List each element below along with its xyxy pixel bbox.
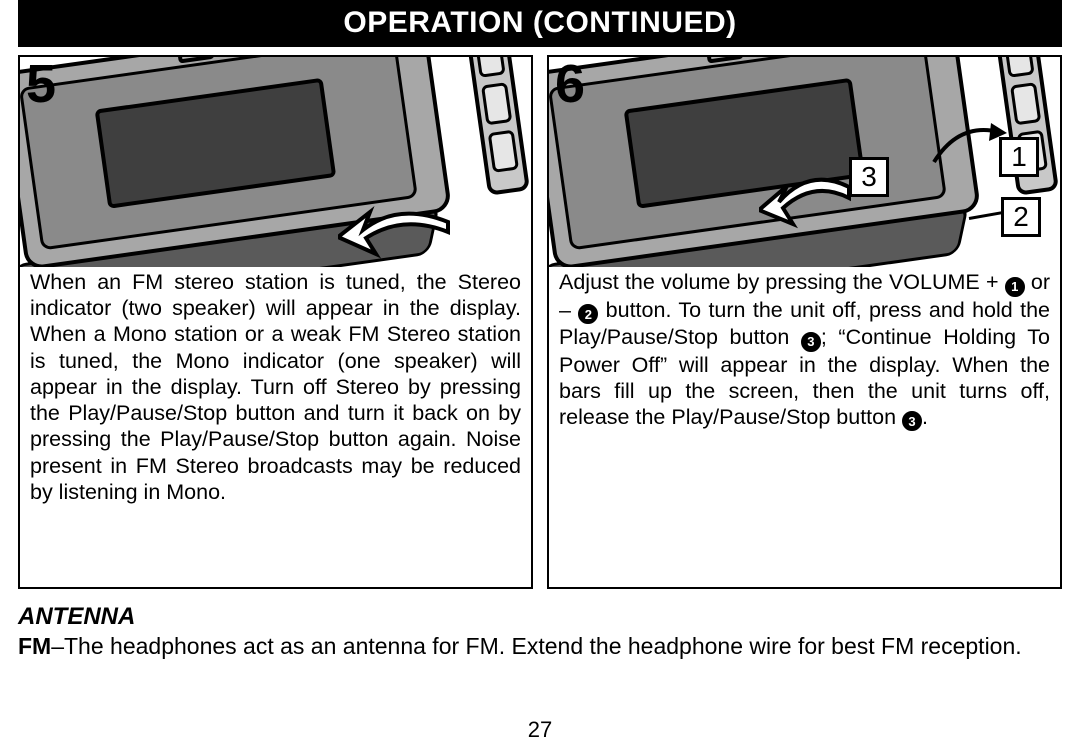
illustration-step-6: 1 2 3 [549,57,1060,267]
action-arrow-left [338,202,458,267]
antenna-lead: FM [18,633,51,659]
instruction-panels: 5 [18,55,1062,589]
illustration-step-5 [20,57,531,267]
callout-1: 1 [999,137,1039,177]
page-number: 27 [0,717,1080,743]
step-number-6: 6 [555,57,585,111]
step-number-5: 5 [26,57,56,111]
antenna-body: FM–The headphones act as an antenna for … [18,633,1062,660]
subsection-heading-antenna: ANTENNA [18,603,1062,631]
manual-page: OPERATION (CONTINUED) 5 [0,0,1080,751]
circled-ref-3: 3 [902,411,922,431]
section-header: OPERATION (CONTINUED) [18,0,1062,47]
callout-3: 3 [849,157,889,197]
callout-2: 2 [1001,197,1041,237]
callout-arrow-3 [759,172,859,242]
circled-ref-1: 1 [1005,277,1025,297]
panel-5-text: When an FM stereo station is tuned, the … [30,269,521,505]
panel-step-6: 6 [547,55,1062,589]
circled-ref-2: 2 [578,304,598,324]
panel-6-text: Adjust the volume by pressing the VOLUME… [559,269,1050,431]
panel-step-5: 5 [18,55,533,589]
antenna-text: –The headphones act as an antenna for FM… [51,633,1021,659]
circled-ref-3: 3 [801,332,821,352]
